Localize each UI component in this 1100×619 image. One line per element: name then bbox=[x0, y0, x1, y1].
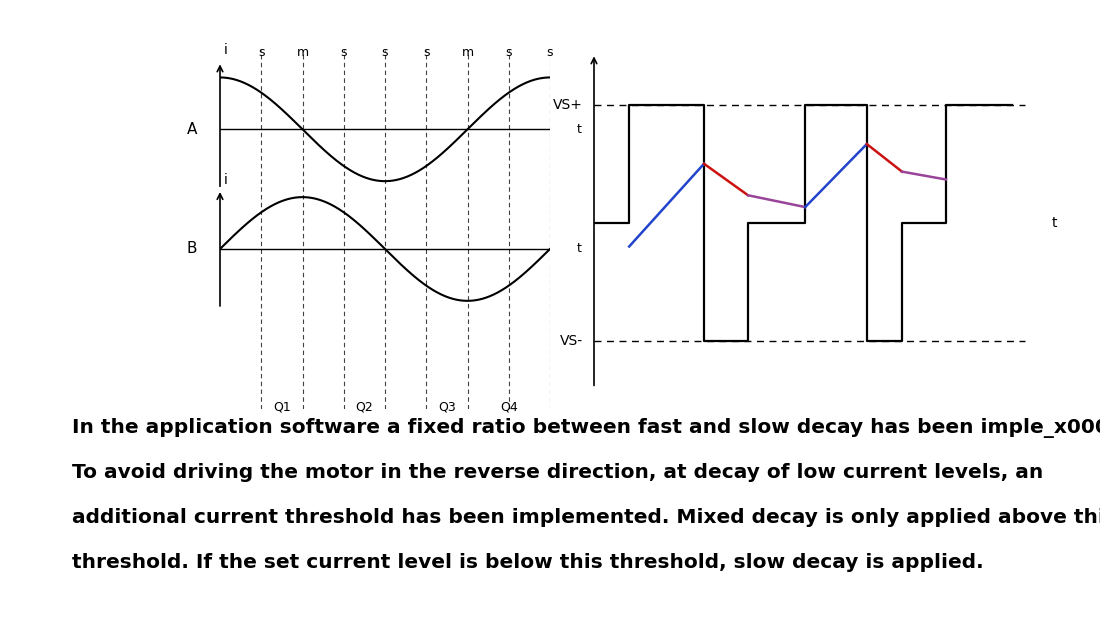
Text: Q3: Q3 bbox=[438, 400, 455, 413]
Text: m: m bbox=[461, 46, 474, 59]
Text: A: A bbox=[187, 122, 197, 137]
Text: s: s bbox=[341, 46, 346, 59]
Text: Q1: Q1 bbox=[273, 400, 290, 413]
Text: In the application software a fixed ratio between fast and slow decay has been i: In the application software a fixed rati… bbox=[72, 418, 1100, 438]
Text: Q4: Q4 bbox=[499, 400, 518, 413]
Text: s: s bbox=[382, 46, 388, 59]
Text: additional current threshold has been implemented. Mixed decay is only applied a: additional current threshold has been im… bbox=[72, 508, 1100, 527]
Text: s: s bbox=[547, 46, 553, 59]
Text: i: i bbox=[223, 43, 228, 58]
Text: s: s bbox=[258, 46, 264, 59]
Text: VS-: VS- bbox=[560, 334, 583, 348]
Text: threshold. If the set current level is below this threshold, slow decay is appli: threshold. If the set current level is b… bbox=[72, 553, 983, 573]
Text: To avoid driving the motor in the reverse direction, at decay of low current lev: To avoid driving the motor in the revers… bbox=[72, 463, 1043, 482]
Text: s: s bbox=[506, 46, 512, 59]
Text: VS+: VS+ bbox=[553, 98, 583, 111]
Text: Q2: Q2 bbox=[355, 400, 373, 413]
Text: B: B bbox=[186, 241, 197, 256]
Text: m: m bbox=[296, 46, 309, 59]
Text: i: i bbox=[223, 173, 228, 187]
Text: t: t bbox=[1052, 216, 1057, 230]
Text: t: t bbox=[576, 123, 581, 136]
Text: t: t bbox=[576, 243, 581, 256]
Text: s: s bbox=[424, 46, 429, 59]
